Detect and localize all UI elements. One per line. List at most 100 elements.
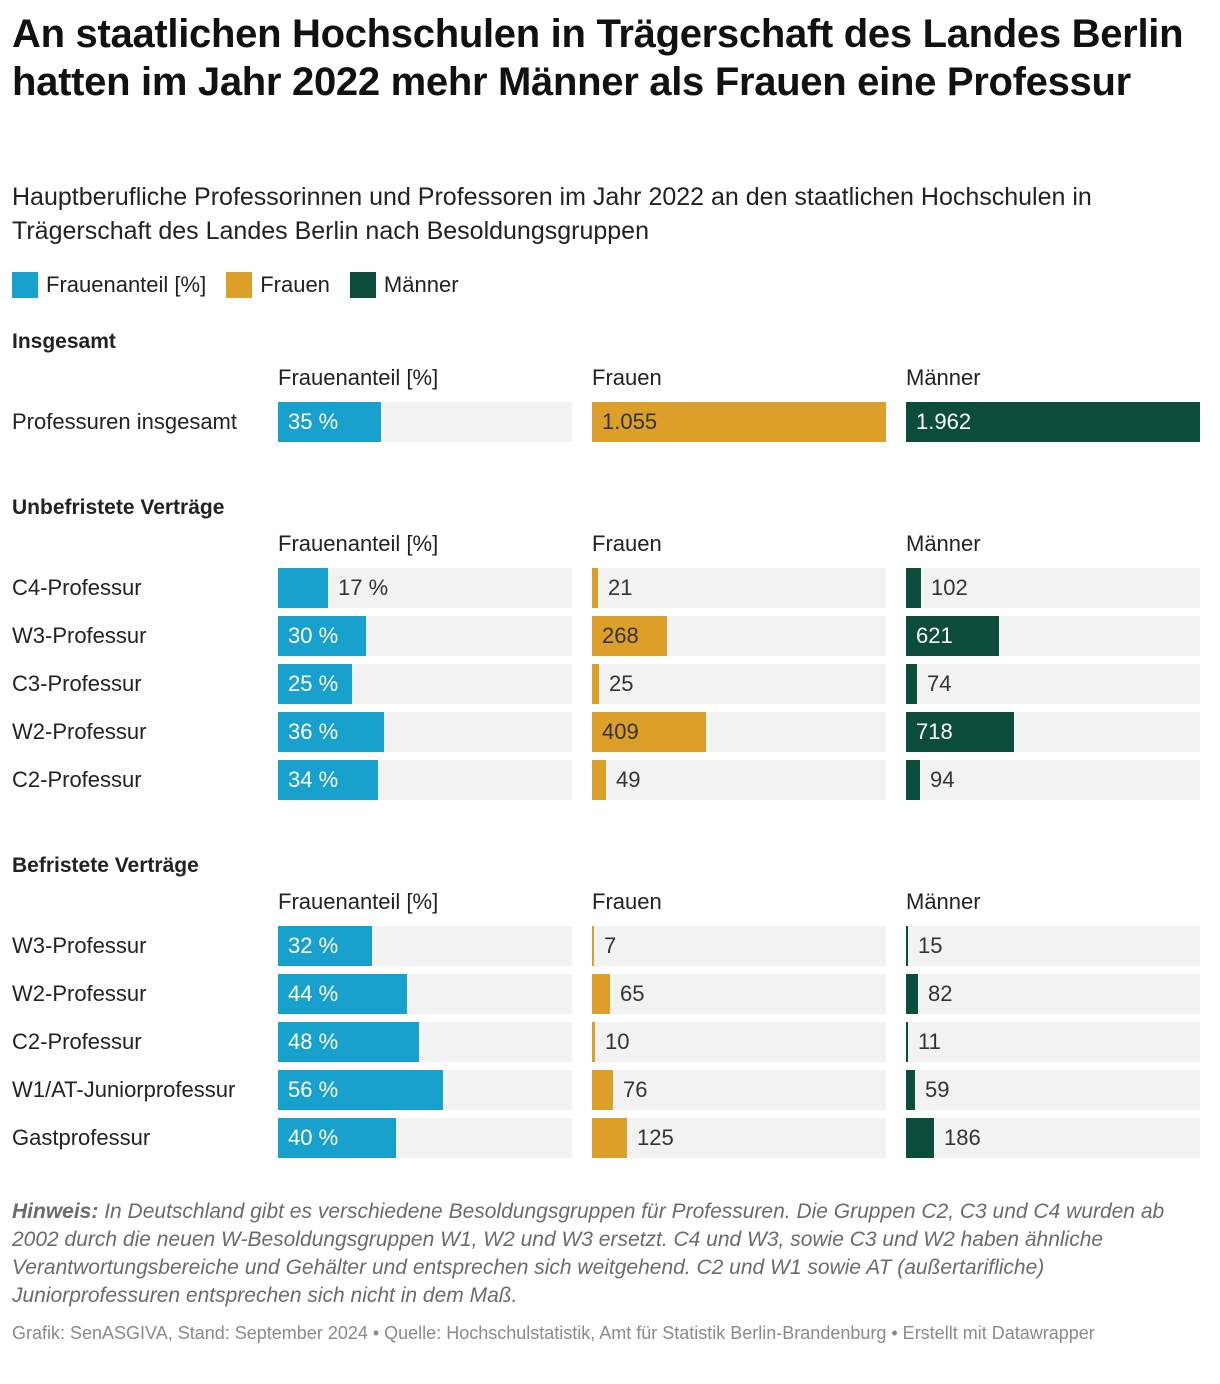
bar-track-men: 1.962 bbox=[906, 402, 1200, 442]
data-label-share: 35 % bbox=[288, 409, 339, 434]
column-header-women: Frauen bbox=[592, 365, 662, 390]
bar-women bbox=[592, 1022, 595, 1062]
data-label-share: 32 % bbox=[288, 933, 339, 958]
row-label: Professuren insgesamt bbox=[12, 409, 237, 434]
legend-item-women: Frauen bbox=[226, 272, 330, 298]
bar-track-women: 65 bbox=[592, 974, 886, 1014]
bar-track-men: 186 bbox=[906, 1118, 1200, 1158]
bar-women bbox=[592, 926, 594, 966]
data-label-men: 718 bbox=[916, 719, 953, 744]
bar-track-women: 76 bbox=[592, 1070, 886, 1110]
bar-share bbox=[278, 568, 328, 608]
legend-swatch-men bbox=[349, 272, 376, 298]
bar-men bbox=[906, 664, 917, 704]
bar-track-share: 40 % bbox=[278, 1118, 572, 1158]
bar-track-women: 10 bbox=[592, 1022, 886, 1062]
bar-track-women: 125 bbox=[592, 1118, 886, 1158]
bar-share bbox=[278, 402, 381, 442]
column-header-women: Frauen bbox=[592, 889, 662, 914]
bar-men bbox=[906, 712, 1014, 752]
bar-men bbox=[906, 1022, 908, 1062]
bar-women bbox=[592, 616, 667, 656]
data-label-women: 49 bbox=[616, 767, 641, 792]
data-label-men: 621 bbox=[916, 623, 953, 648]
bar-track-women: 409 bbox=[592, 712, 886, 752]
legend-label-share: Frauenanteil [%] bbox=[46, 272, 207, 297]
bar-track-women: 21 bbox=[592, 568, 886, 608]
bar-track-men: 59 bbox=[906, 1070, 1200, 1110]
data-label-men: 186 bbox=[944, 1125, 981, 1150]
bar-track-share: 44 % bbox=[278, 974, 572, 1014]
bar-women bbox=[592, 664, 599, 704]
bar-women bbox=[592, 974, 610, 1014]
data-label-share: 44 % bbox=[288, 981, 339, 1006]
bar-men bbox=[906, 616, 999, 656]
bar-track-share: 35 % bbox=[278, 402, 572, 442]
bar-track-men: 94 bbox=[906, 760, 1200, 800]
data-label-share: 36 % bbox=[288, 719, 339, 744]
section-title: Unbefristete Verträge bbox=[12, 496, 225, 519]
data-label-women: 65 bbox=[620, 981, 645, 1006]
bar-women bbox=[592, 402, 886, 442]
legend-swatch-women bbox=[226, 272, 253, 298]
bar-men bbox=[906, 1070, 915, 1110]
bar-share bbox=[278, 664, 352, 704]
data-label-men: 82 bbox=[928, 981, 953, 1006]
column-header-men: Männer bbox=[906, 531, 981, 556]
bar-track-women: 7 bbox=[592, 926, 886, 966]
bar-women bbox=[592, 1118, 627, 1158]
data-label-share: 17 % bbox=[338, 575, 389, 600]
bar-share bbox=[278, 760, 378, 800]
data-label-women: 10 bbox=[605, 1029, 630, 1054]
data-label-share: 34 % bbox=[288, 767, 339, 792]
bar-men bbox=[906, 402, 1200, 442]
data-label-men: 94 bbox=[930, 767, 955, 792]
column-header-men: Männer bbox=[906, 889, 981, 914]
bar-women bbox=[592, 712, 706, 752]
data-label-women: 25 bbox=[609, 671, 634, 696]
column-header-women: Frauen bbox=[592, 531, 662, 556]
bar-share bbox=[278, 1022, 419, 1062]
chart-title: An staatlichen Hochschulen in Trägerscha… bbox=[12, 12, 1184, 104]
bar-track-share: 32 % bbox=[278, 926, 572, 966]
note-label: Hinweis: bbox=[12, 1200, 99, 1223]
data-label-men: 1.962 bbox=[916, 409, 972, 434]
note-text: In Deutschland gibt es verschiedene Beso… bbox=[12, 1200, 1165, 1307]
section-title: Insgesamt bbox=[12, 330, 116, 353]
data-label-women: 7 bbox=[604, 933, 617, 958]
chart-subtitle: Hauptberufliche Professorinnen und Profe… bbox=[12, 183, 1092, 245]
note: Hinweis: In Deutschland gibt es verschie… bbox=[12, 1198, 1202, 1310]
row-label: C3-Professur bbox=[12, 671, 142, 696]
data-label-men: 59 bbox=[925, 1077, 950, 1102]
data-label-women: 76 bbox=[623, 1077, 648, 1102]
section-title: Befristete Verträge bbox=[12, 854, 199, 877]
data-label-men: 74 bbox=[927, 671, 952, 696]
bar-share bbox=[278, 712, 384, 752]
data-label-women: 268 bbox=[602, 623, 639, 648]
bar-track-men: 718 bbox=[906, 712, 1200, 752]
row-label: C2-Professur bbox=[12, 1029, 142, 1054]
data-label-share: 48 % bbox=[288, 1029, 339, 1054]
bar-men bbox=[906, 760, 920, 800]
bar-share bbox=[278, 1070, 443, 1110]
data-label-men: 15 bbox=[918, 933, 943, 958]
bar-men bbox=[906, 974, 918, 1014]
legend-item-men: Männer bbox=[349, 272, 459, 298]
data-label-women: 21 bbox=[608, 575, 633, 600]
column-header-share: Frauenanteil [%] bbox=[278, 365, 439, 390]
row-label: W3-Professur bbox=[12, 933, 147, 958]
bar-track-men: 82 bbox=[906, 974, 1200, 1014]
bar-track-share: 48 % bbox=[278, 1022, 572, 1062]
bar-share bbox=[278, 926, 372, 966]
bar-track-men: 15 bbox=[906, 926, 1200, 966]
bar-track-share: 17 % bbox=[278, 568, 572, 608]
row-label: W3-Professur bbox=[12, 623, 147, 648]
data-label-men: 102 bbox=[931, 575, 968, 600]
bar-share bbox=[278, 974, 407, 1014]
bar-share bbox=[278, 616, 366, 656]
bar-track-women: 25 bbox=[592, 664, 886, 704]
bar-track-women: 268 bbox=[592, 616, 886, 656]
bar-track-share: 25 % bbox=[278, 664, 572, 704]
legend: Frauenanteil [%] Frauen Männer bbox=[12, 270, 479, 300]
bar-men bbox=[906, 1118, 934, 1158]
